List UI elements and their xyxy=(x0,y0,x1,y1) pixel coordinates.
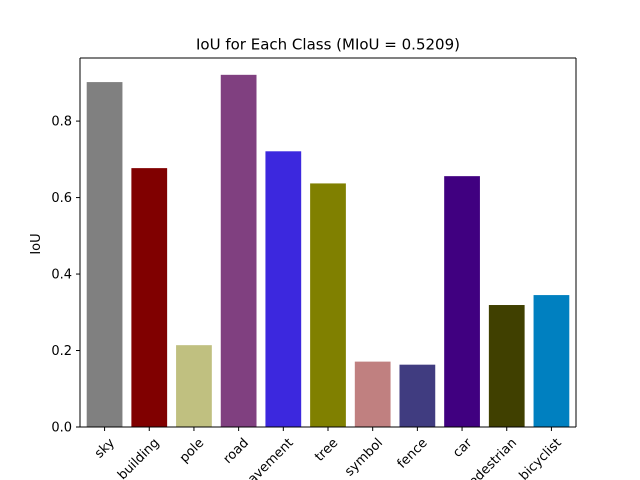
y-tick-label: 0.8 xyxy=(51,115,72,130)
y-tick-label: 0.2 xyxy=(51,344,72,359)
bar-pedestrian xyxy=(488,305,525,427)
bar-pavement xyxy=(265,151,302,427)
x-tick-label: tree xyxy=(312,436,341,465)
x-tick-label: sky xyxy=(92,435,118,461)
y-tick-label: 0.6 xyxy=(51,191,72,206)
x-tick-label: symbol xyxy=(342,436,386,480)
plot-frame xyxy=(79,57,577,428)
x-tick-label: road xyxy=(221,436,252,467)
bar-fence xyxy=(399,364,436,427)
bar-building xyxy=(131,168,168,428)
x-tick-label: bicyclist xyxy=(517,436,565,480)
bar-car xyxy=(444,176,480,427)
bar-pole xyxy=(176,345,212,427)
bar-road xyxy=(220,74,257,428)
bar-tree xyxy=(310,183,346,427)
bar-sky xyxy=(86,82,123,428)
bar-bicyclist xyxy=(533,295,570,427)
x-tick-label: building xyxy=(115,436,162,480)
y-axis-ticks: 0.0 0.2 0.4 0.6 0.8 xyxy=(51,115,80,436)
x-tick-label: fence xyxy=(395,436,431,472)
y-axis-label: IoU xyxy=(29,233,44,254)
bar-symbol xyxy=(354,361,391,427)
x-tick-label: car xyxy=(450,435,476,461)
x-tick-label: pole xyxy=(177,436,207,466)
y-tick-label: 0.4 xyxy=(51,268,72,283)
y-tick-label: 0.0 xyxy=(51,421,72,436)
bar-group xyxy=(86,74,570,428)
chart-title: IoU for Each Class (MIoU = 0.5209) xyxy=(196,36,460,54)
x-tick-label: pavement xyxy=(239,436,296,480)
